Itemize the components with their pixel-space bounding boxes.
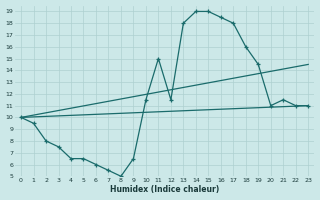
X-axis label: Humidex (Indice chaleur): Humidex (Indice chaleur) — [110, 185, 219, 194]
